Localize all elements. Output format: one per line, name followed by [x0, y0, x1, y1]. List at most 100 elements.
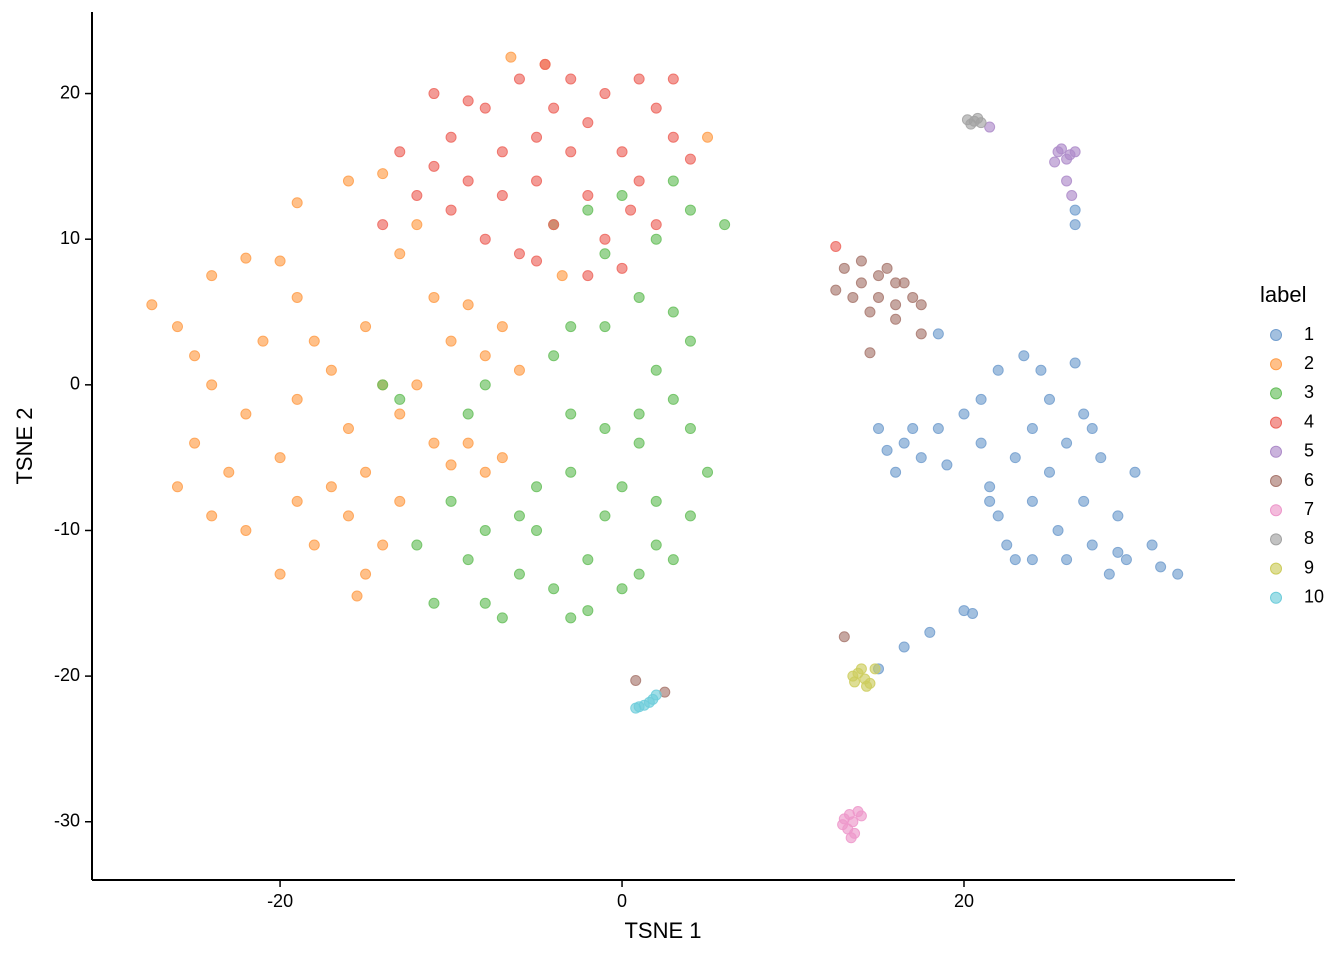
legend-swatch — [1270, 329, 1282, 341]
point — [377, 219, 389, 231]
point — [308, 335, 320, 347]
x-axis-title: TSNE 1 — [624, 918, 701, 943]
point — [462, 95, 474, 107]
legend-label: 7 — [1304, 499, 1314, 519]
legend-label: 5 — [1304, 441, 1314, 461]
point — [1155, 561, 1167, 573]
point — [513, 568, 525, 580]
point — [1035, 364, 1047, 376]
point — [616, 190, 628, 202]
point — [847, 291, 859, 303]
point — [849, 676, 861, 688]
point — [1172, 568, 1184, 580]
point — [1061, 175, 1073, 187]
point — [223, 466, 235, 478]
point — [582, 190, 594, 202]
point — [360, 321, 372, 333]
legend-label: 8 — [1304, 528, 1314, 548]
point — [992, 364, 1004, 376]
point — [411, 190, 423, 202]
x-tick-label: 20 — [954, 891, 974, 911]
point — [907, 291, 919, 303]
point — [1112, 510, 1124, 522]
point — [291, 393, 303, 405]
point — [1055, 143, 1067, 155]
point — [513, 364, 525, 376]
point — [479, 597, 491, 609]
point — [257, 335, 269, 347]
point — [650, 219, 662, 231]
point — [667, 306, 679, 318]
point — [462, 554, 474, 566]
point — [898, 437, 910, 449]
point — [1009, 452, 1021, 464]
point — [325, 481, 337, 493]
point — [342, 510, 354, 522]
point — [855, 810, 867, 822]
legend-label: 2 — [1304, 353, 1314, 373]
legend-label: 10 — [1304, 587, 1324, 607]
point — [616, 481, 628, 493]
point — [932, 328, 944, 340]
point — [702, 131, 714, 143]
point — [941, 459, 953, 471]
point — [1026, 554, 1038, 566]
point — [548, 350, 560, 362]
point — [890, 313, 902, 325]
point — [1078, 495, 1090, 507]
point — [548, 102, 560, 114]
point — [274, 255, 286, 267]
legend-swatch — [1270, 533, 1282, 546]
point — [837, 819, 849, 831]
point — [360, 466, 372, 478]
point — [869, 663, 881, 675]
point — [240, 524, 252, 536]
point — [845, 832, 857, 844]
point — [1043, 393, 1055, 405]
point — [992, 510, 1004, 522]
point — [650, 364, 662, 376]
point — [146, 299, 158, 311]
point — [1026, 495, 1038, 507]
legend-swatch — [1270, 591, 1282, 604]
point — [650, 495, 662, 507]
point — [633, 175, 645, 187]
point — [890, 277, 902, 289]
point — [633, 73, 645, 85]
point — [633, 291, 645, 303]
point — [479, 524, 491, 536]
point — [565, 408, 577, 420]
point — [1078, 408, 1090, 420]
point — [394, 146, 406, 158]
point — [924, 626, 936, 638]
point — [445, 459, 457, 471]
point — [342, 423, 354, 435]
point — [958, 408, 970, 420]
point — [479, 102, 491, 114]
point — [377, 379, 389, 391]
point — [189, 437, 201, 449]
point — [539, 58, 551, 70]
legend-swatch — [1270, 475, 1282, 487]
point — [975, 393, 987, 405]
point — [411, 219, 423, 231]
point — [625, 204, 637, 216]
point — [650, 102, 662, 114]
point — [171, 481, 183, 493]
point — [647, 693, 659, 705]
point — [667, 175, 679, 187]
point — [479, 350, 491, 362]
point — [462, 299, 474, 311]
point — [496, 612, 508, 624]
point — [394, 495, 406, 507]
legend-label: 9 — [1304, 557, 1314, 577]
legend-label: 6 — [1304, 470, 1314, 490]
point — [1061, 554, 1073, 566]
point — [667, 131, 679, 143]
point — [650, 539, 662, 551]
point — [445, 495, 457, 507]
point — [505, 51, 517, 63]
point — [531, 255, 543, 267]
point — [1069, 219, 1081, 231]
